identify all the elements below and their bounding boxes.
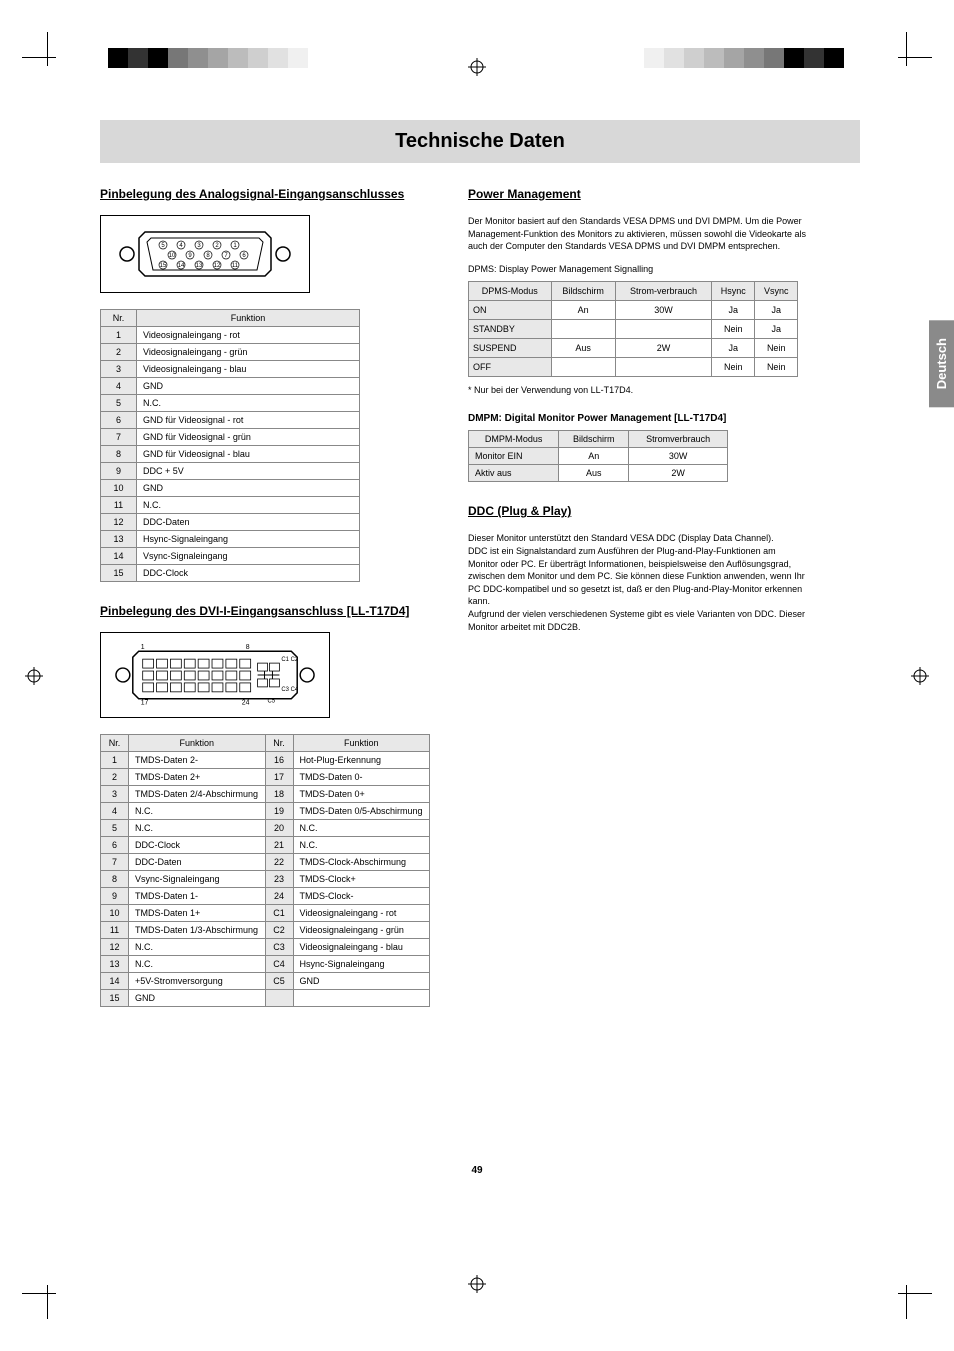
registration-mark-icon — [468, 1275, 486, 1293]
registration-mark-icon — [911, 667, 929, 685]
svg-text:7: 7 — [224, 253, 228, 259]
svg-text:10: 10 — [169, 253, 176, 259]
svg-text:3: 3 — [197, 243, 201, 249]
ddc-heading: DDC (Plug & Play) — [468, 504, 808, 518]
crop-mark — [894, 1281, 932, 1319]
svg-text:5: 5 — [161, 243, 165, 249]
svg-text:C1 C2: C1 C2 — [281, 657, 298, 663]
power-mgmt-intro: Der Monitor basiert auf den Standards VE… — [468, 215, 808, 253]
svg-text:9: 9 — [188, 253, 192, 259]
svg-text:6: 6 — [242, 253, 246, 259]
svg-text:1: 1 — [233, 243, 237, 249]
svg-text:1: 1 — [141, 644, 145, 651]
svg-text:12: 12 — [214, 263, 221, 269]
color-bar — [108, 48, 308, 68]
svg-text:14: 14 — [178, 263, 185, 269]
dmpm-heading: DMPM: Digital Monitor Power Management [… — [468, 413, 808, 424]
svg-text:2: 2 — [215, 243, 219, 249]
dpms-table: DPMS-ModusBildschirmStrom-verbrauchHsync… — [468, 281, 798, 377]
dvi-heading: Pinbelegung des DVI-I-Eingangsanschluss … — [100, 604, 440, 618]
svg-text:8: 8 — [246, 644, 250, 651]
dpms-note: * Nur bei der Verwendung von LL-T17D4. — [468, 385, 808, 395]
registration-mark-icon — [25, 667, 43, 685]
svg-text:15: 15 — [160, 263, 167, 269]
ddc-body: Dieser Monitor unterstützt den Standard … — [468, 532, 808, 633]
svg-text:13: 13 — [196, 263, 203, 269]
svg-text:24: 24 — [242, 700, 250, 707]
svg-text:C5: C5 — [267, 699, 275, 705]
crop-mark — [22, 1281, 60, 1319]
page-title: Technische Daten — [100, 120, 860, 163]
svg-text:17: 17 — [141, 700, 149, 707]
dpms-label: DPMS: Display Power Management Signallin… — [468, 263, 808, 276]
svg-text:11: 11 — [232, 263, 239, 269]
svg-text:8: 8 — [206, 253, 210, 259]
registration-mark-icon — [468, 58, 486, 76]
analog-pin-table: Nr.Funktion1Videosignaleingang - rot2Vid… — [100, 309, 360, 582]
power-mgmt-heading: Power Management — [468, 187, 808, 201]
language-tab: Deutsch — [929, 320, 954, 407]
color-bar — [644, 48, 844, 68]
dmpm-table: DMPM-ModusBildschirmStromverbrauchMonito… — [468, 430, 728, 482]
crop-mark — [894, 32, 932, 70]
svg-text:C3 C4: C3 C4 — [281, 687, 299, 693]
crop-mark — [22, 32, 60, 70]
dvi-pin-table: Nr.FunktionNr.Funktion1TMDS-Daten 2-16Ho… — [100, 734, 430, 1007]
page-number: 49 — [0, 1165, 954, 1176]
analog-heading: Pinbelegung des Analogsignal-Eingangsans… — [100, 187, 440, 201]
analog-connector-diagram: 5 4 3 2 1 10 9 8 7 6 15 14 13 12 — [100, 215, 310, 293]
dvi-connector-diagram: 1 8 C1 C2 C3 C4 C5 17 24 — [100, 632, 330, 718]
svg-text:4: 4 — [179, 243, 183, 249]
